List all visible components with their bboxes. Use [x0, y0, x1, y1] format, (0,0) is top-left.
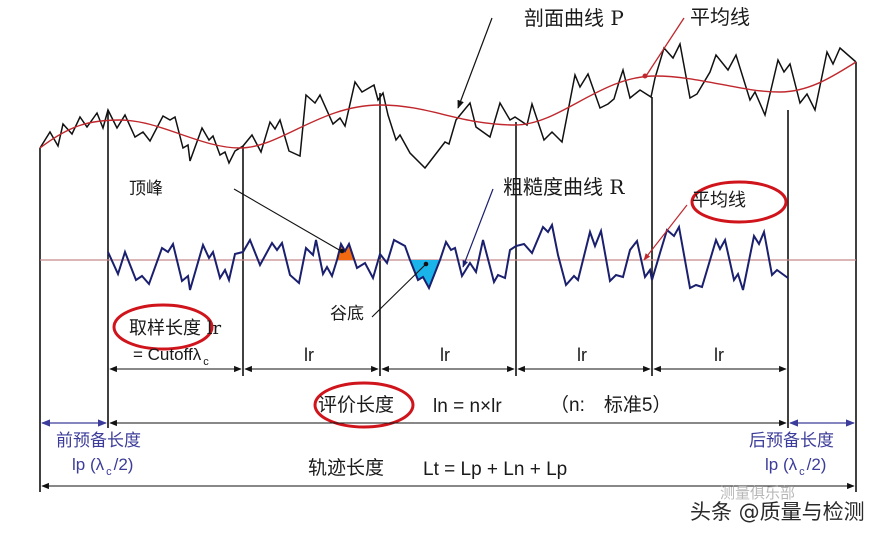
valley-highlight [410, 260, 440, 288]
sampling-length-label: 取样长度 lr [129, 318, 222, 339]
peak-label: 顶峰 [129, 179, 163, 199]
roughness-curve-r [107, 222, 789, 291]
pre-length-label: 前预备长度 [56, 431, 141, 451]
cutoff-subscript: c [203, 356, 209, 368]
profile-mean-line-label: 平均线 [690, 5, 750, 29]
watermark-faint: 测量俱乐部 [720, 484, 796, 502]
lr-label-3: lr [440, 345, 450, 365]
cutoff-text: = Cutoffλ [133, 345, 202, 364]
peak-leader [233, 188, 342, 252]
post-length-label: 后预备长度 [749, 431, 834, 451]
profile-mean-line [39, 61, 857, 149]
lr-label-5: lr [714, 345, 724, 365]
post-length-formula-prefix: lp (λ [765, 455, 798, 474]
profile-curve-label-text: 剖面曲线 P [524, 6, 624, 30]
post-length-formula-suffix: /2) [806, 455, 827, 474]
post-length-formula: lp (λ c/2) [765, 456, 826, 478]
boundary-lines [39, 62, 857, 492]
sampling-length-cutoff-label: = Cutoffλ c [133, 346, 211, 368]
valley-leader-dot [423, 261, 429, 267]
traverse-length-formula: Lt = Lp + Ln + Lp [423, 459, 568, 480]
traverse-length-label: 轨迹长度 [308, 457, 385, 479]
evaluation-length-formula: ln = n×lr [433, 396, 502, 417]
pre-length-formula: lp (λ c/2) [72, 456, 133, 478]
lr-label-2: lr [304, 345, 314, 365]
peak-leader-dot [339, 248, 345, 254]
watermark: 头条 @质量与检测 [690, 500, 865, 524]
valley-leader [371, 263, 427, 318]
profile-curve-p [39, 41, 857, 170]
lr-label-4: lr [577, 345, 587, 365]
pre-length-formula-sub: c [106, 466, 112, 478]
sampling-length-highlight-ellipse [112, 303, 214, 351]
post-length-formula-sub: c [799, 466, 805, 478]
roughness-curve-leader [462, 188, 494, 268]
profile-curve-label: 剖面曲线 P [524, 8, 624, 28]
evaluation-length-note: （n: 标准5） [550, 395, 672, 416]
roughness-mean-leader [643, 204, 688, 261]
evaluation-length-highlight-ellipse [313, 381, 415, 429]
roughness-mean-line-label: 平均线 [692, 190, 746, 211]
profile-mean-leader-dot [642, 73, 648, 79]
pre-length-formula-prefix: lp (λ [72, 455, 105, 474]
evaluation-length-label: 评价长度 [318, 394, 395, 416]
profile-curve-leader [457, 17, 493, 109]
roughness-mean-highlight-ellipse [690, 180, 788, 224]
pre-length-formula-suffix: /2) [113, 455, 134, 474]
valley-label: 谷底 [330, 304, 364, 324]
roughness-curve-label: 粗糙度曲线 R [503, 175, 625, 199]
profile-mean-leader [645, 17, 685, 77]
